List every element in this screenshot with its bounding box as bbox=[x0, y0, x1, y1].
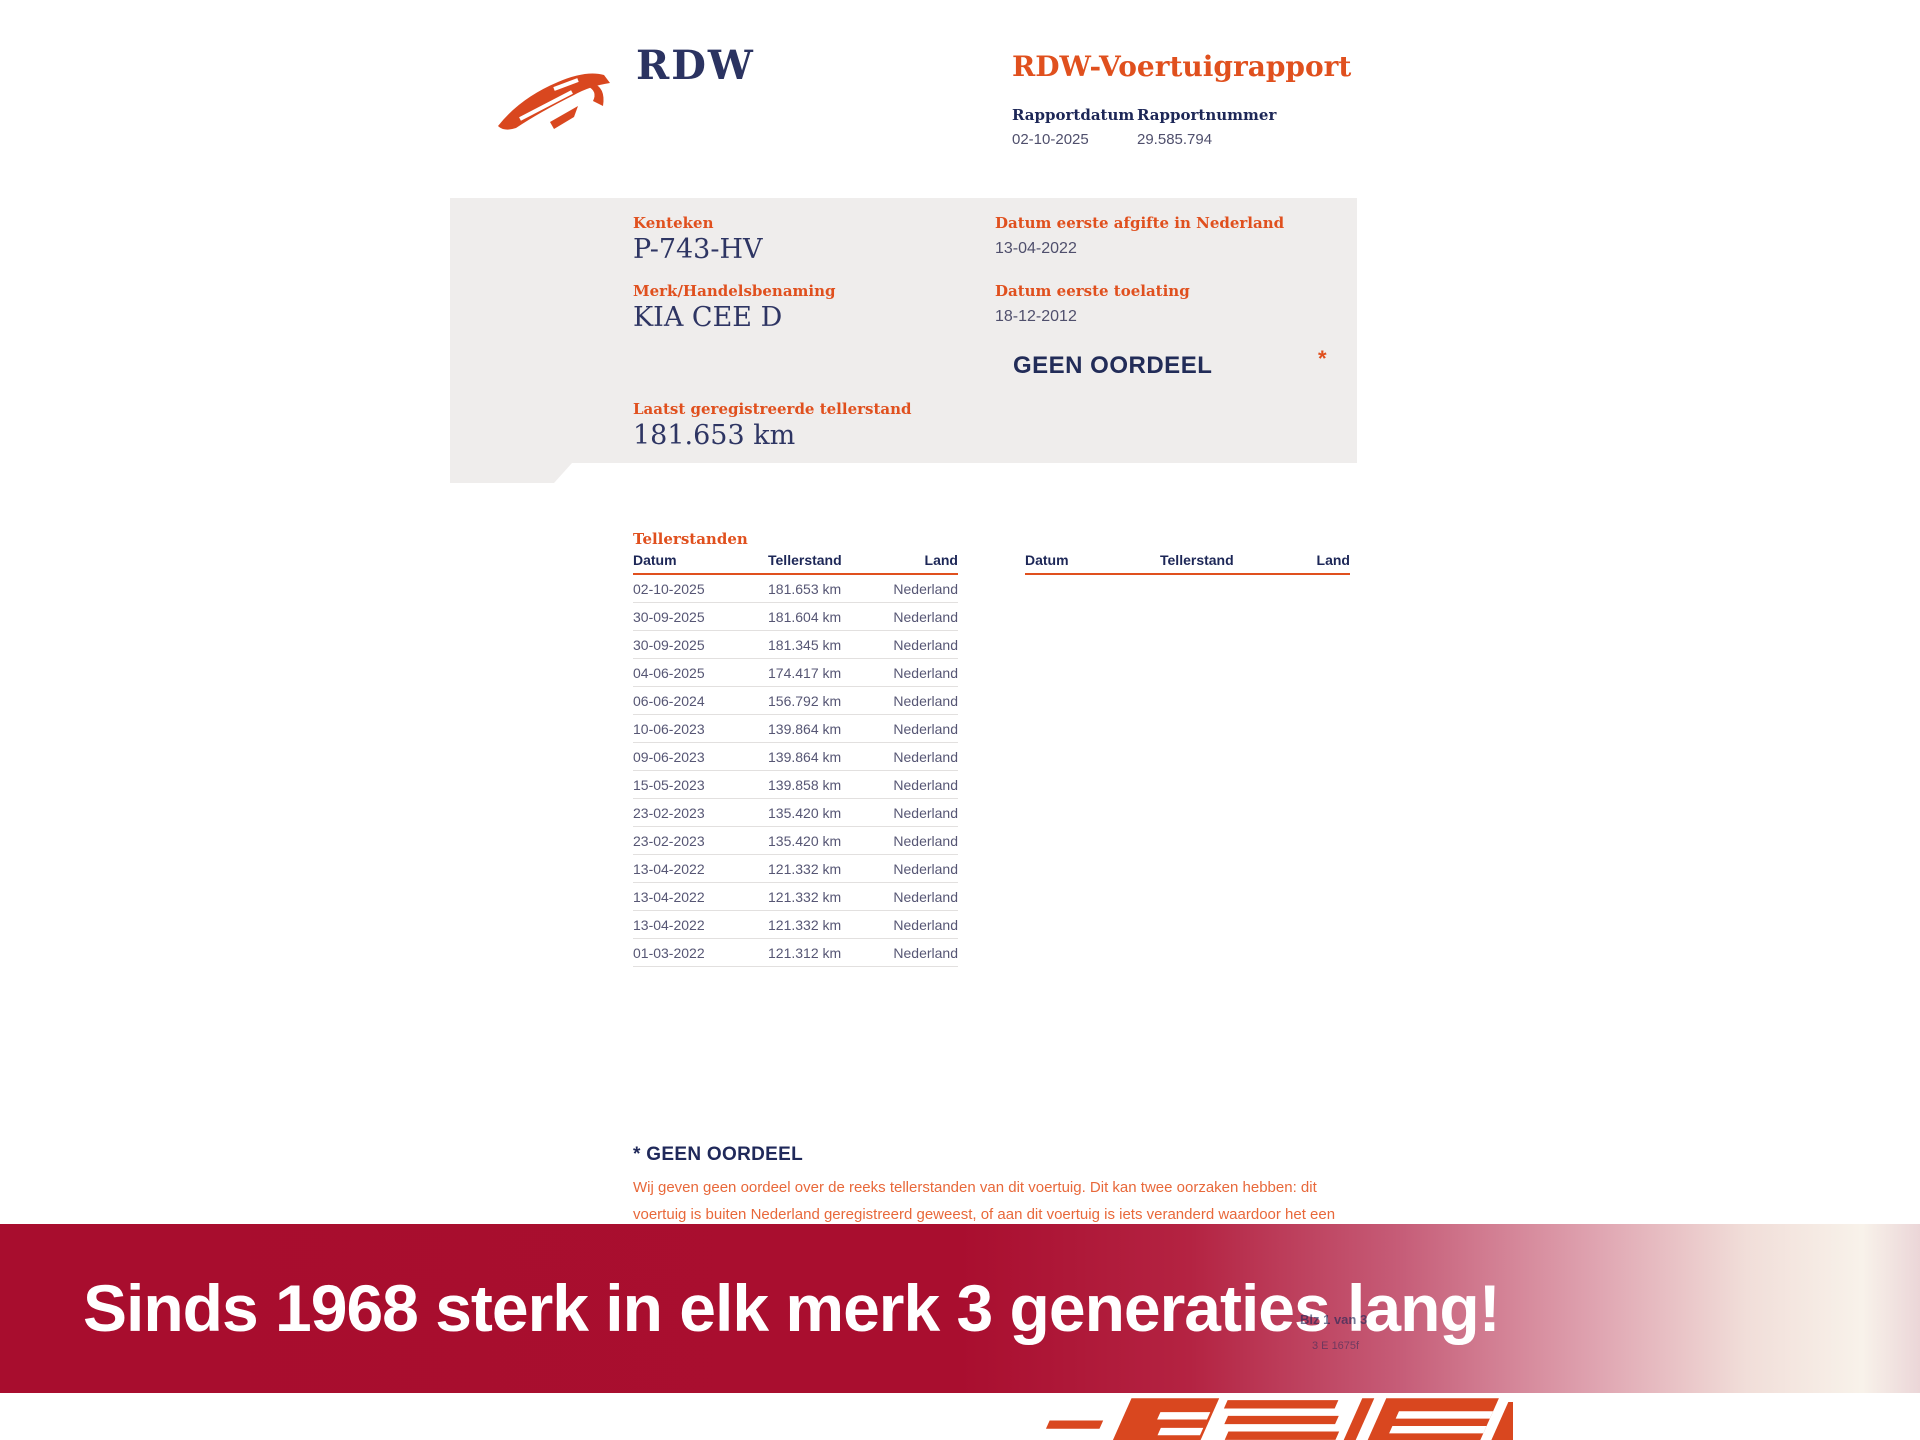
reading-km: 121.332 km bbox=[768, 860, 842, 877]
oordeel-verdict: GEEN OORDEEL bbox=[1013, 352, 1213, 379]
report-number-value: 29.585.794 bbox=[1137, 131, 1213, 148]
report-number-label: Rapportnummer bbox=[1137, 106, 1277, 124]
reading-country: Nederland bbox=[893, 860, 958, 877]
reading-date: 30-09-2025 bbox=[633, 636, 705, 653]
footnote-title: * GEEN OORDEEL bbox=[633, 1144, 803, 1166]
form-code: 3 E 1675f bbox=[1312, 1340, 1360, 1352]
kenteken-value: P-743-HV bbox=[633, 234, 763, 265]
reading-date: 13-04-2022 bbox=[633, 916, 705, 933]
reading-km: 181.604 km bbox=[768, 608, 842, 625]
meter-reading-row: 23-02-2023 135.420 km Nederland bbox=[633, 799, 958, 827]
report-date-value: 02-10-2025 bbox=[1012, 131, 1089, 148]
meter-reading-row: 02-10-2025 181.653 km Nederland bbox=[633, 575, 958, 603]
merk-label: Merk/Handelsbenaming bbox=[633, 282, 836, 300]
column-header-datum: Datum bbox=[1025, 552, 1069, 568]
reading-date: 09-06-2023 bbox=[633, 748, 705, 765]
page-indicator: Blz 1 van 3 bbox=[1300, 1312, 1368, 1327]
reading-km: 139.858 km bbox=[768, 776, 842, 793]
reading-km: 121.312 km bbox=[768, 944, 842, 961]
toelating-label: Datum eerste toelating bbox=[995, 282, 1190, 300]
meter-reading-row: 15-05-2023 139.858 km Nederland bbox=[633, 771, 958, 799]
meter-readings-table-header-secondary: Datum Tellerstand Land bbox=[1025, 552, 1350, 575]
oordeel-asterisk: * bbox=[1318, 346, 1327, 371]
reading-country: Nederland bbox=[893, 776, 958, 793]
meter-reading-row: 09-06-2023 139.864 km Nederland bbox=[633, 743, 958, 771]
kenteken-label: Kenteken bbox=[633, 214, 714, 232]
reading-km: 156.792 km bbox=[768, 692, 842, 709]
reading-country: Nederland bbox=[893, 832, 958, 849]
meter-reading-row: 10-06-2023 139.864 km Nederland bbox=[633, 715, 958, 743]
reading-country: Nederland bbox=[893, 580, 958, 597]
report-meta: Rapportdatum 02-10-2025 Rapportnummer 29… bbox=[1012, 106, 1297, 148]
meter-reading-row: 30-09-2025 181.345 km Nederland bbox=[633, 631, 958, 659]
meter-readings-section-title: Tellerstanden bbox=[633, 530, 748, 548]
column-header-tellerstand: Tellerstand bbox=[1160, 552, 1234, 568]
reading-country: Nederland bbox=[893, 664, 958, 681]
afgifte-label: Datum eerste afgifte in Nederland bbox=[995, 214, 1285, 232]
reading-country: Nederland bbox=[893, 804, 958, 821]
reading-date: 10-06-2023 bbox=[633, 720, 705, 737]
reading-date: 13-04-2022 bbox=[633, 888, 705, 905]
reading-date: 13-04-2022 bbox=[633, 860, 705, 877]
document-title: RDW-Voertuigrapport bbox=[1012, 50, 1352, 83]
reading-km: 121.332 km bbox=[768, 888, 842, 905]
reading-km: 135.420 km bbox=[768, 804, 842, 821]
rdw-logo-text: RDW bbox=[636, 42, 755, 89]
dealer-banner: Sinds 1968 sterk in elk merk 3 generatie… bbox=[0, 1224, 1920, 1393]
meter-reading-row: 13-04-2022 121.332 km Nederland bbox=[633, 911, 958, 939]
reading-km: 121.332 km bbox=[768, 916, 842, 933]
column-header-land: Land bbox=[924, 552, 958, 568]
meter-reading-row: 06-06-2024 156.792 km Nederland bbox=[633, 687, 958, 715]
reading-country: Nederland bbox=[893, 636, 958, 653]
merk-value: KIA CEE D bbox=[633, 302, 783, 333]
dealer-logo-icon bbox=[1045, 1398, 1513, 1440]
reading-km: 181.345 km bbox=[768, 636, 842, 653]
reading-date: 04-06-2025 bbox=[633, 664, 705, 681]
meter-reading-row: 13-04-2022 121.332 km Nederland bbox=[633, 855, 958, 883]
reading-country: Nederland bbox=[893, 692, 958, 709]
meter-readings-table-header: Datum Tellerstand Land bbox=[633, 552, 958, 575]
reading-date: 23-02-2023 bbox=[633, 804, 705, 821]
reading-km: 135.420 km bbox=[768, 832, 842, 849]
column-header-land: Land bbox=[1316, 552, 1350, 568]
reading-date: 30-09-2025 bbox=[633, 608, 705, 625]
report-date-label: Rapportdatum bbox=[1012, 106, 1135, 124]
reading-date: 01-03-2022 bbox=[633, 944, 705, 961]
reading-km: 181.653 km bbox=[768, 580, 842, 597]
reading-country: Nederland bbox=[893, 888, 958, 905]
reading-km: 139.864 km bbox=[768, 720, 842, 737]
toelating-value: 18-12-2012 bbox=[995, 308, 1077, 325]
meter-reading-row: 01-03-2022 121.312 km Nederland bbox=[633, 939, 958, 967]
rdw-feather-logo-icon bbox=[498, 73, 610, 130]
column-header-datum: Datum bbox=[633, 552, 677, 568]
meter-reading-row: 04-06-2025 174.417 km Nederland bbox=[633, 659, 958, 687]
reading-country: Nederland bbox=[893, 748, 958, 765]
reading-country: Nederland bbox=[893, 944, 958, 961]
meter-readings-table: Datum Tellerstand Land 02-10-2025 181.65… bbox=[633, 552, 958, 967]
tellerstand-label: Laatst geregistreerde tellerstand bbox=[633, 400, 912, 418]
reading-date: 06-06-2024 bbox=[633, 692, 705, 709]
reading-date: 02-10-2025 bbox=[633, 580, 705, 597]
reading-date: 23-02-2023 bbox=[633, 832, 705, 849]
meter-readings-table-secondary: Datum Tellerstand Land bbox=[1025, 552, 1350, 575]
afgifte-value: 13-04-2022 bbox=[995, 240, 1077, 257]
meter-reading-row: 23-02-2023 135.420 km Nederland bbox=[633, 827, 958, 855]
tellerstand-value: 181.653 km bbox=[633, 420, 796, 451]
reading-km: 174.417 km bbox=[768, 664, 842, 681]
reading-date: 15-05-2023 bbox=[633, 776, 705, 793]
dealer-banner-slogan: Sinds 1968 sterk in elk merk 3 generatie… bbox=[83, 1271, 1501, 1345]
reading-country: Nederland bbox=[893, 916, 958, 933]
meter-reading-row: 13-04-2022 121.332 km Nederland bbox=[633, 883, 958, 911]
reading-country: Nederland bbox=[893, 720, 958, 737]
reading-km: 139.864 km bbox=[768, 748, 842, 765]
reading-country: Nederland bbox=[893, 608, 958, 625]
vehicle-summary-box: Kenteken P-743-HV Merk/Handelsbenaming K… bbox=[450, 198, 1357, 463]
footnote-asterisk: * bbox=[633, 1144, 641, 1165]
meter-reading-row: 30-09-2025 181.604 km Nederland bbox=[633, 603, 958, 631]
footnote-title-text: GEEN OORDEEL bbox=[646, 1144, 803, 1165]
column-header-tellerstand: Tellerstand bbox=[768, 552, 842, 568]
